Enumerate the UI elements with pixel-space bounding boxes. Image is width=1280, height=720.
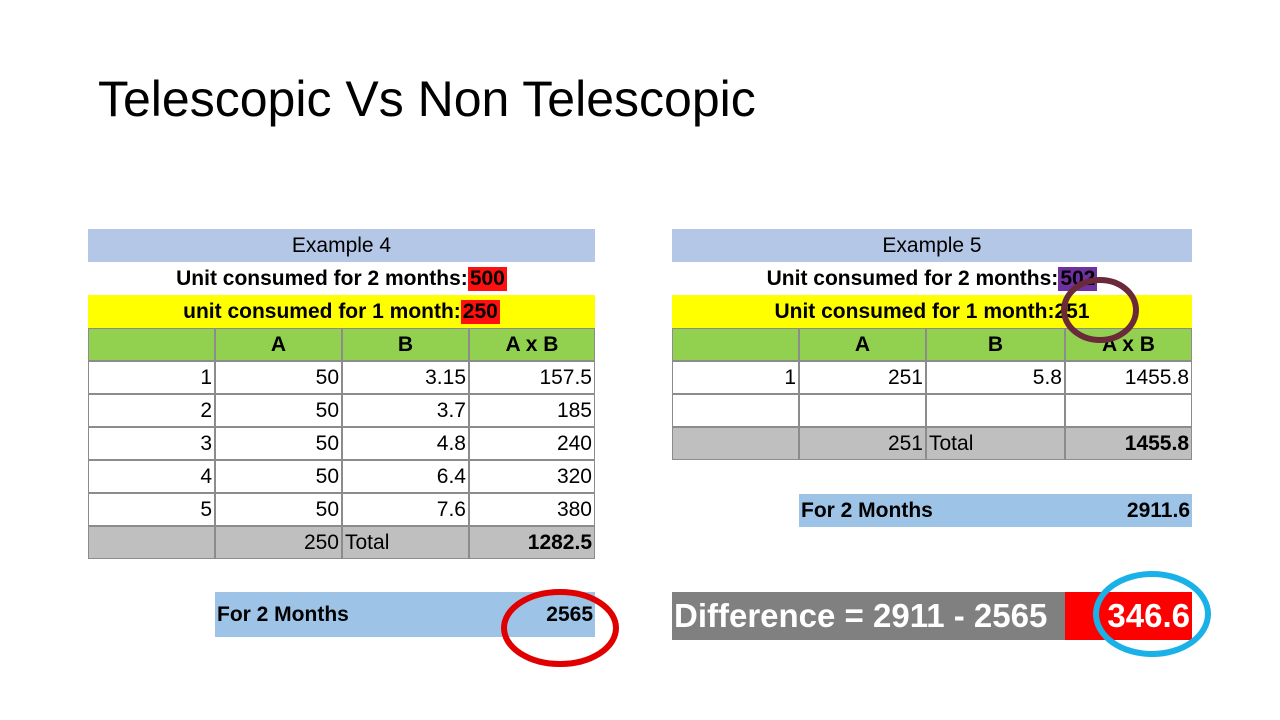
- total-label: Total: [926, 427, 1065, 460]
- table-cell: 185: [469, 394, 595, 427]
- table-cell: 7.6: [342, 493, 469, 526]
- header-cell: [88, 328, 215, 361]
- table-cell: 380: [469, 493, 595, 526]
- table-cell: 251: [799, 361, 926, 394]
- consumption-value: 502: [1058, 266, 1098, 291]
- total-value: 1282.5: [469, 526, 595, 559]
- example-title: Example 4: [88, 229, 595, 262]
- header-cell: A: [215, 328, 342, 361]
- header-cell: B: [342, 328, 469, 361]
- two-months-value: 2911.6: [1126, 498, 1190, 522]
- table-cell: [672, 394, 799, 427]
- consumption-line: unit consumed for 1 month: 250: [88, 295, 595, 328]
- table-cell: 1: [88, 361, 215, 394]
- two-months-label: For 2 Months: [217, 602, 349, 626]
- consumption-value: 251: [1054, 299, 1090, 323]
- table-cell: [1065, 394, 1192, 427]
- total-cell: 251: [799, 427, 926, 460]
- header-cell: A x B: [1065, 328, 1192, 361]
- header-cell: A: [799, 328, 926, 361]
- table-cell: 320: [469, 460, 595, 493]
- table-cell: 3.15: [342, 361, 469, 394]
- header-cell: [672, 328, 799, 361]
- consumption-line: Unit consumed for 1 month: 251: [672, 295, 1192, 328]
- difference-value: 346.6: [1065, 592, 1192, 640]
- header-cell: B: [926, 328, 1065, 361]
- table-cell: 5.8: [926, 361, 1065, 394]
- two-months-value: 2565: [546, 602, 593, 626]
- example-title: Example 5: [672, 229, 1192, 262]
- consumption-label: unit consumed for 1 month:: [183, 299, 461, 323]
- table-cell: [799, 394, 926, 427]
- table-cell: 4: [88, 460, 215, 493]
- table-cell: 6.4: [342, 460, 469, 493]
- total-cell: [88, 526, 215, 559]
- consumption-label: Unit consumed for 2 months:: [766, 266, 1059, 290]
- table-cell: 50: [215, 361, 342, 394]
- consumption-line: Unit consumed for 2 months: 502: [672, 262, 1192, 295]
- table-cell: 50: [215, 427, 342, 460]
- consumption-line: Unit consumed for 2 months: 500: [88, 262, 595, 295]
- two-months-bar: [799, 494, 1192, 527]
- table-cell: 50: [215, 394, 342, 427]
- header-cell: A x B: [469, 328, 595, 361]
- difference-label: Difference = 2911 - 2565: [672, 592, 1065, 640]
- two-months-label: For 2 Months: [801, 498, 933, 522]
- table-cell: 3: [88, 427, 215, 460]
- table-cell: 1: [672, 361, 799, 394]
- table-cell: [926, 394, 1065, 427]
- slide-title: Telescopic Vs Non Telescopic: [98, 71, 756, 127]
- table-cell: 1455.8: [1065, 361, 1192, 394]
- table-cell: 50: [215, 493, 342, 526]
- table-cell: 240: [469, 427, 595, 460]
- total-label: Total: [342, 526, 469, 559]
- table-cell: 3.7: [342, 394, 469, 427]
- consumption-value: 500: [467, 266, 507, 291]
- total-value: 1455.8: [1065, 427, 1192, 460]
- total-cell: [672, 427, 799, 460]
- consumption-label: Unit consumed for 2 months:: [176, 266, 468, 290]
- consumption-value: 250: [460, 299, 500, 324]
- table-cell: 157.5: [469, 361, 595, 394]
- table-cell: 4.8: [342, 427, 469, 460]
- total-cell: 250: [215, 526, 342, 559]
- consumption-label: Unit consumed for 1 month:: [774, 299, 1055, 323]
- table-cell: 5: [88, 493, 215, 526]
- table-cell: 50: [215, 460, 342, 493]
- table-cell: 2: [88, 394, 215, 427]
